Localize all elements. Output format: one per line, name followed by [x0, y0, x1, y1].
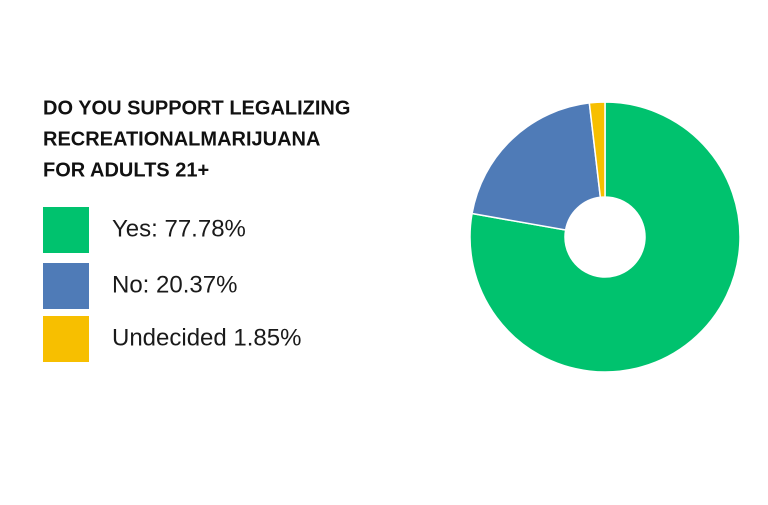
- donut-slice: [471, 102, 602, 231]
- chart-title: FOR ADULTS 21+: [43, 159, 209, 181]
- legend-label: Yes: 77.78%: [112, 215, 246, 242]
- legend-label: No: 20.37%: [112, 271, 237, 298]
- legend-label: Undecided 1.85%: [112, 324, 301, 351]
- chart-title: RECREATIONALMARIJUANA: [43, 128, 320, 150]
- legend-swatch: [43, 207, 89, 253]
- donut-slice: [588, 101, 606, 199]
- legend-swatch: [43, 316, 89, 362]
- donut-slice: [469, 101, 741, 373]
- chart-title: DO YOU SUPPORT LEGALIZING: [43, 97, 350, 119]
- legend-swatch: [43, 263, 89, 309]
